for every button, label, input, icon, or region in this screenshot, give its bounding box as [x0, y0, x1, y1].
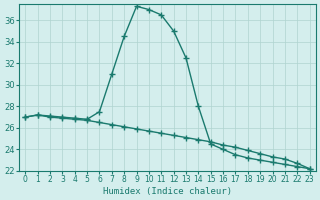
X-axis label: Humidex (Indice chaleur): Humidex (Indice chaleur): [103, 187, 232, 196]
